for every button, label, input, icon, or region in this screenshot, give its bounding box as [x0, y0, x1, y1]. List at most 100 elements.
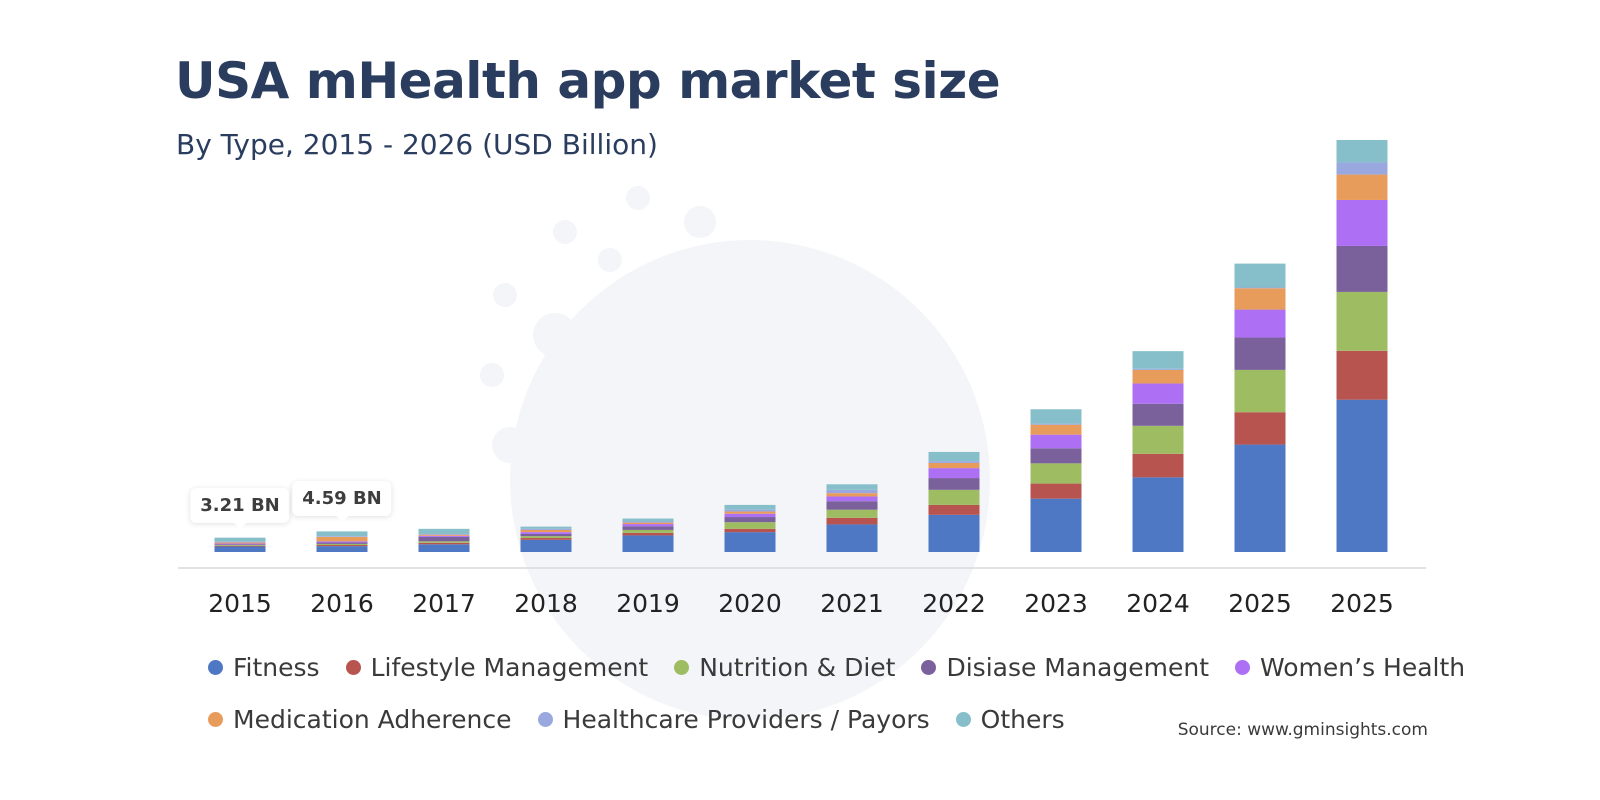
bar-segment — [826, 509, 878, 518]
bar-segment — [1030, 434, 1082, 449]
bar-segment — [622, 518, 674, 522]
bar-segment — [1030, 498, 1082, 552]
legend-swatch — [674, 659, 690, 675]
bar-segment — [520, 539, 572, 552]
bar-segment — [724, 522, 776, 529]
bar-segment — [316, 546, 368, 552]
bar-segment — [928, 489, 980, 505]
bar-segment — [826, 496, 878, 502]
bar-segment — [316, 542, 368, 544]
bar-segment — [622, 535, 674, 552]
bar-segment — [622, 526, 674, 530]
bar-segment — [1132, 369, 1184, 384]
bar-segment — [1132, 403, 1184, 426]
legend-row: Medication Adherence Healthcare Providers… — [208, 704, 1428, 734]
bar-segment — [418, 533, 470, 535]
bar-segment — [316, 531, 368, 537]
x-tick-label: 2016 — [310, 589, 374, 618]
bar-segment — [418, 544, 470, 552]
bar-segment — [214, 545, 266, 546]
bar-segment — [724, 511, 776, 514]
x-tick-label: 2019 — [616, 589, 680, 618]
bar-segment — [316, 536, 368, 537]
bar-segment — [622, 529, 674, 533]
bar-segment — [1132, 477, 1184, 552]
legend-label: Others — [980, 704, 1065, 734]
bar-segment — [1132, 368, 1184, 370]
bar-segment — [1234, 337, 1286, 370]
bar-segment — [316, 536, 368, 542]
bar-segment — [1234, 412, 1286, 445]
x-tick-label: 2015 — [208, 589, 272, 618]
bar-segment — [724, 517, 776, 523]
bar-segment — [928, 451, 980, 462]
bar-segment — [520, 528, 572, 530]
bar-segment — [520, 538, 572, 540]
bar-segment — [214, 542, 266, 544]
bar-segment — [214, 545, 266, 547]
stacked-bar-chart: 2015 2016 2017 2018 2019 2020 2021 2022 2023 2024… — [178, 140, 1426, 618]
x-tick-label: 2022 — [922, 589, 986, 618]
bar-segment — [1336, 245, 1388, 292]
bar-segment — [928, 514, 980, 552]
legend: Fitness Lifestyle Management Nutrition & D… — [208, 652, 1465, 756]
x-tick-label: 2021 — [820, 589, 884, 618]
value-callout: 4.59 BN — [292, 481, 392, 523]
bar-segment — [826, 524, 878, 552]
bar-segment — [826, 517, 878, 525]
bar-segment — [1030, 424, 1082, 435]
bar-segment — [928, 478, 980, 490]
bar-segment — [1030, 448, 1082, 464]
bar-segment — [214, 541, 266, 543]
bar-segment — [1132, 425, 1184, 454]
bar-segment — [622, 532, 674, 536]
legend-item: Medication Adherence — [208, 705, 512, 734]
bar-segment — [724, 513, 776, 518]
bar-segment — [418, 541, 470, 543]
bar-segment — [1336, 399, 1388, 552]
bar-segment — [520, 532, 572, 534]
bar-segment — [826, 489, 878, 494]
bar-segment — [1132, 351, 1184, 369]
bar-segment — [418, 542, 470, 545]
chart-subtitle: By Type, 2015 - 2026 (USD Billion) — [176, 128, 658, 161]
bar-segment — [1234, 263, 1286, 288]
legend-swatch — [921, 659, 937, 675]
bar-segment — [724, 509, 776, 512]
chart-title: USA mHealth app market size — [175, 52, 1001, 110]
watermark-logo — [480, 186, 990, 720]
legend-label: Nutrition & Diet — [699, 652, 896, 682]
bar-segment — [214, 537, 266, 542]
bar-segment — [1336, 162, 1388, 175]
bar-segment — [1336, 174, 1388, 200]
bar-segment — [418, 535, 470, 537]
bar-segment — [622, 522, 674, 525]
x-tick-label: 2017 — [412, 589, 476, 618]
bar-segment — [418, 536, 470, 542]
legend-swatch — [955, 711, 971, 727]
source-note: Source: www.gminsights.com — [1177, 720, 1428, 740]
bar-segment — [214, 546, 266, 552]
legend-item: Healthcare Providers / Payors — [537, 705, 930, 734]
bar-segment — [418, 528, 470, 534]
x-tick-label: 2018 — [514, 589, 578, 618]
legend-item: Fitness — [208, 653, 320, 682]
x-tick-label: 2023 — [1024, 589, 1088, 618]
legend-item: Others — [955, 704, 1065, 734]
bar-segment — [1132, 453, 1184, 478]
bar-segment — [1336, 140, 1388, 163]
legend-item: Disiase Management — [921, 653, 1209, 682]
bar-segment — [724, 528, 776, 533]
legend-item: Women’s Health — [1235, 653, 1465, 682]
legend-swatch — [1235, 659, 1250, 675]
legend-item: Nutrition & Diet — [674, 653, 895, 682]
bar-segment — [1234, 287, 1286, 289]
bar-segment — [1234, 369, 1286, 413]
bar-segment — [520, 536, 572, 539]
x-tick-label: 2024 — [1126, 589, 1190, 618]
legend-label: Lifestyle Management — [370, 652, 649, 682]
bar-segment — [1030, 483, 1082, 499]
bar-segment — [520, 526, 572, 529]
bar-segment — [724, 504, 776, 510]
bar-segment — [1336, 291, 1388, 351]
